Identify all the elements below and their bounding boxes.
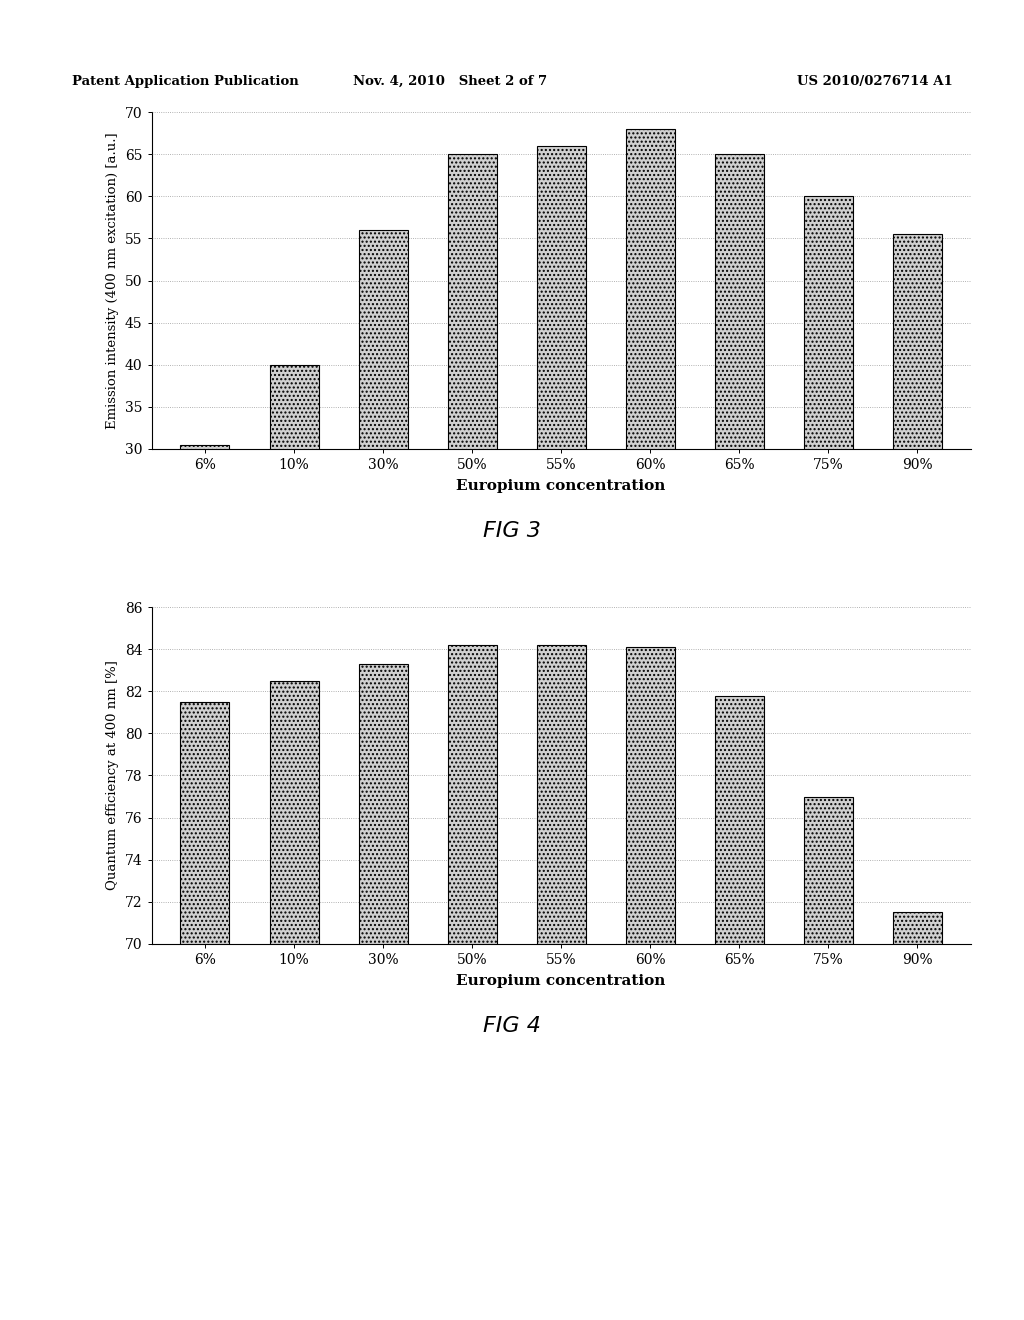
Bar xyxy=(537,147,586,449)
Bar xyxy=(804,197,853,449)
Bar xyxy=(447,154,497,449)
Bar xyxy=(715,154,764,449)
Y-axis label: Quantum efficiency at 400 nm [%]: Quantum efficiency at 400 nm [%] xyxy=(106,660,119,891)
Y-axis label: Emission intensity (400 nm excitation) [a.u.]: Emission intensity (400 nm excitation) [… xyxy=(106,132,120,429)
Bar xyxy=(537,645,586,944)
X-axis label: Europium concentration: Europium concentration xyxy=(457,479,666,492)
Text: Patent Application Publication: Patent Application Publication xyxy=(72,75,298,88)
Bar xyxy=(804,796,853,944)
X-axis label: Europium concentration: Europium concentration xyxy=(457,974,666,987)
Bar xyxy=(358,230,408,449)
Bar xyxy=(715,696,764,944)
Text: FIG 4: FIG 4 xyxy=(483,1016,541,1036)
Bar xyxy=(180,445,229,449)
Bar xyxy=(447,645,497,944)
Bar xyxy=(626,129,675,449)
Text: Nov. 4, 2010   Sheet 2 of 7: Nov. 4, 2010 Sheet 2 of 7 xyxy=(353,75,548,88)
Bar xyxy=(269,364,318,449)
Text: FIG 3: FIG 3 xyxy=(483,521,541,541)
Text: US 2010/0276714 A1: US 2010/0276714 A1 xyxy=(797,75,952,88)
Bar xyxy=(626,647,675,944)
Bar xyxy=(358,664,408,944)
Bar xyxy=(893,234,942,449)
Bar xyxy=(269,681,318,944)
Bar xyxy=(893,912,942,944)
Bar xyxy=(180,702,229,944)
